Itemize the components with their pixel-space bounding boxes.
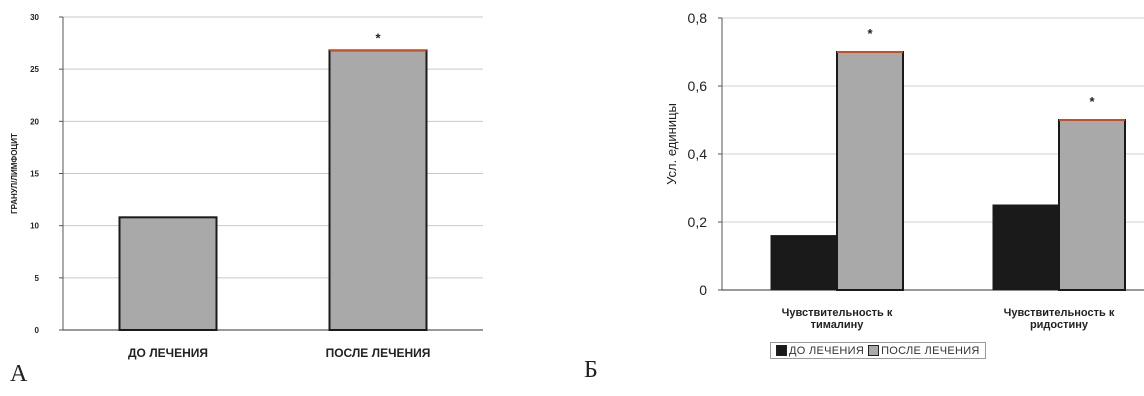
y-tick-label: 0,8 [688, 10, 708, 26]
y-tick-label: 10 [30, 222, 39, 231]
legend-b: ДО ЛЕЧЕНИЯ ПОСЛЕ ЛЕЧЕНИЯ [770, 342, 986, 359]
y-tick-label: 5 [35, 274, 40, 283]
x-tick-label: Чувствительность к [782, 307, 893, 319]
legend-swatch-before [776, 345, 787, 356]
x-tick-label: ридостину [1030, 319, 1089, 331]
y-axis-title: ГРАНУЛ/ЛИМФОЦИТ [10, 133, 19, 214]
y-tick-label: 0,6 [688, 78, 708, 94]
chart-a: 0 5 10 15 20 25 30 ДО ЛЕЧЕНИЯ * ПОСЛЕ ЛЕЧЕНИЯ ГРАН… [10, 13, 483, 360]
y-tick-label: 0,2 [688, 214, 708, 230]
significance-marker: * [1089, 94, 1095, 109]
y-tick-label: 30 [30, 13, 39, 22]
significance-marker: * [375, 30, 381, 45]
significance-marker: * [867, 26, 873, 41]
bar [328, 49, 428, 332]
bar [118, 216, 218, 332]
y-tick-label: 15 [30, 170, 39, 179]
legend-item-after: ПОСЛЕ ЛЕЧЕНИЯ [866, 345, 980, 357]
legend-label-after: ПОСЛЕ ЛЕЧЕНИЯ [881, 344, 980, 357]
legend-swatch-after [868, 345, 880, 356]
bar [1058, 119, 1126, 291]
chart-b: 00,20,40,60,8*Чувствительность ктималину… [664, 10, 1144, 331]
y-tick-label: 20 [30, 117, 39, 126]
bar [836, 51, 904, 291]
x-tick-label: ДО ЛЕЧЕНИЯ [128, 346, 208, 360]
bar [992, 204, 1060, 291]
x-tick-label: ПОСЛЕ ЛЕЧЕНИЯ [326, 346, 431, 360]
y-tick-label: 0 [35, 326, 40, 335]
y-tick-label: 0 [699, 282, 707, 298]
x-tick-label: Чувствительность к [1004, 307, 1115, 319]
x-tick-label: тималину [811, 319, 865, 331]
y-tick-label: 0,4 [688, 146, 708, 162]
legend-label-before: ДО ЛЕЧЕНИЯ [789, 344, 865, 357]
legend-item-before: ДО ЛЕЧЕНИЯ [774, 345, 864, 357]
y-axis-title: Усл. единицы [664, 103, 679, 185]
bar [770, 235, 838, 291]
y-tick-label: 25 [30, 65, 39, 74]
panel-label-a: А [10, 361, 28, 387]
panel-label-b: Б [584, 357, 598, 383]
